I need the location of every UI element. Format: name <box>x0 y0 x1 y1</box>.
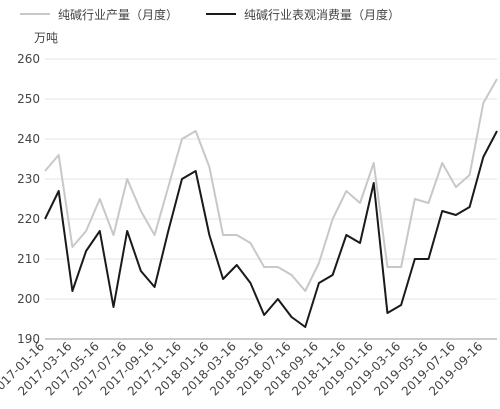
legend-label: 纯碱行业表观消费量（月度） <box>244 7 400 22</box>
line <box>44 130 498 328</box>
y-tick-label: 240 <box>17 132 40 146</box>
y-tick-label: 210 <box>17 252 40 266</box>
legend-label: 纯碱行业产量（月度） <box>58 7 178 22</box>
line <box>44 78 498 292</box>
y-tick-label: 260 <box>17 52 40 66</box>
y-unit: 万吨 <box>34 31 58 45</box>
y-tick-label: 230 <box>17 172 40 186</box>
y-tick-label: 220 <box>17 212 40 226</box>
y-tick-label: 250 <box>17 92 40 106</box>
y-tick-label: 200 <box>17 292 40 306</box>
y-tick-label: 190 <box>17 332 40 346</box>
